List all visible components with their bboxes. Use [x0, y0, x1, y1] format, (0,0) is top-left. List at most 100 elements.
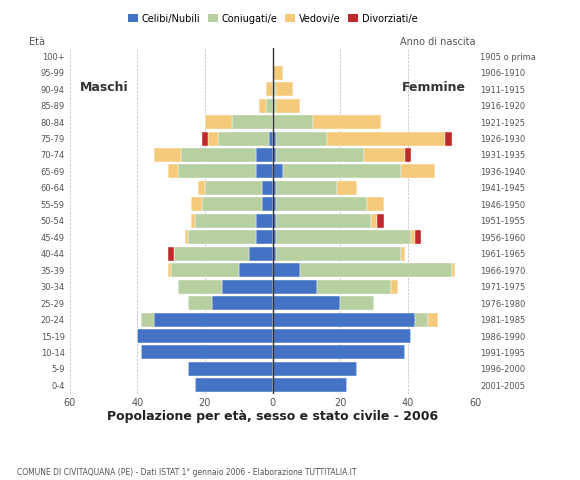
Bar — [222, 280, 273, 294]
Bar — [327, 132, 445, 145]
Bar — [182, 148, 256, 162]
Bar — [415, 230, 422, 244]
Text: Maschi: Maschi — [80, 81, 128, 94]
Bar — [269, 132, 273, 145]
Bar — [276, 82, 293, 96]
Text: Anno di nascita: Anno di nascita — [400, 37, 476, 48]
Bar — [337, 181, 357, 195]
Bar — [195, 378, 273, 392]
Bar — [273, 346, 405, 360]
Bar — [259, 98, 266, 113]
Text: Femmine: Femmine — [401, 81, 466, 94]
Bar — [273, 312, 415, 326]
Bar — [205, 181, 263, 195]
Bar — [178, 280, 222, 294]
Bar — [256, 214, 273, 228]
Bar — [184, 230, 188, 244]
Bar — [219, 132, 269, 145]
Bar — [154, 312, 273, 326]
Bar — [401, 165, 435, 179]
Bar — [340, 296, 374, 310]
Bar — [188, 362, 273, 376]
Bar — [273, 378, 347, 392]
Bar — [154, 148, 182, 162]
Bar — [276, 132, 327, 145]
Bar — [364, 148, 405, 162]
Bar — [202, 197, 263, 211]
Bar — [266, 98, 273, 113]
Bar — [452, 263, 455, 277]
Bar — [401, 247, 405, 261]
Bar — [188, 230, 256, 244]
Bar — [371, 214, 378, 228]
Bar — [273, 66, 283, 80]
Bar — [232, 115, 273, 129]
Bar — [445, 132, 452, 145]
Bar — [276, 230, 411, 244]
Bar — [141, 346, 273, 360]
Legend: Celibi/Nubili, Coniugati/e, Vedovi/e, Divorziati/e: Celibi/Nubili, Coniugati/e, Vedovi/e, Di… — [124, 10, 421, 27]
Bar — [273, 263, 300, 277]
Text: Popolazione per età, sesso e stato civile - 2006: Popolazione per età, sesso e stato civil… — [107, 410, 438, 423]
Bar — [188, 296, 212, 310]
Bar — [208, 132, 219, 145]
Bar — [273, 362, 357, 376]
Bar — [276, 247, 401, 261]
Bar — [273, 148, 276, 162]
Bar — [283, 165, 401, 179]
Bar — [273, 181, 276, 195]
Bar — [273, 230, 276, 244]
Bar — [317, 280, 391, 294]
Bar — [191, 214, 195, 228]
Bar — [273, 247, 276, 261]
Bar — [273, 214, 276, 228]
Bar — [249, 247, 273, 261]
Bar — [273, 296, 340, 310]
Bar — [256, 165, 273, 179]
Bar — [168, 247, 175, 261]
Bar — [263, 197, 273, 211]
Bar — [239, 263, 273, 277]
Bar — [266, 82, 273, 96]
Text: Età: Età — [29, 37, 45, 48]
Bar — [175, 247, 249, 261]
Bar — [428, 312, 438, 326]
Bar — [276, 98, 300, 113]
Bar — [300, 263, 452, 277]
Text: COMUNE DI CIVITAQUANA (PE) - Dati ISTAT 1° gennaio 2006 - Elaborazione TUTTITALI: COMUNE DI CIVITAQUANA (PE) - Dati ISTAT … — [17, 468, 357, 477]
Bar — [378, 214, 384, 228]
Bar — [411, 230, 415, 244]
Bar — [367, 197, 385, 211]
Bar — [276, 197, 367, 211]
Bar — [137, 329, 273, 343]
Bar — [391, 280, 398, 294]
Bar — [212, 296, 273, 310]
Bar — [273, 115, 313, 129]
Bar — [313, 115, 381, 129]
Bar — [168, 263, 171, 277]
Bar — [273, 197, 276, 211]
Bar — [276, 181, 337, 195]
Bar — [256, 230, 273, 244]
Bar — [273, 98, 276, 113]
Bar — [195, 214, 256, 228]
Bar — [202, 132, 208, 145]
Bar — [191, 197, 202, 211]
Bar — [273, 165, 283, 179]
Bar — [171, 263, 239, 277]
Bar — [415, 312, 428, 326]
Bar — [273, 329, 411, 343]
Bar — [198, 181, 205, 195]
Bar — [168, 165, 178, 179]
Bar — [276, 148, 364, 162]
Bar — [405, 148, 411, 162]
Bar — [263, 181, 273, 195]
Bar — [140, 312, 154, 326]
Bar — [273, 132, 276, 145]
Bar — [273, 82, 276, 96]
Bar — [205, 115, 232, 129]
Bar — [273, 280, 317, 294]
Bar — [276, 214, 371, 228]
Bar — [178, 165, 256, 179]
Bar — [256, 148, 273, 162]
